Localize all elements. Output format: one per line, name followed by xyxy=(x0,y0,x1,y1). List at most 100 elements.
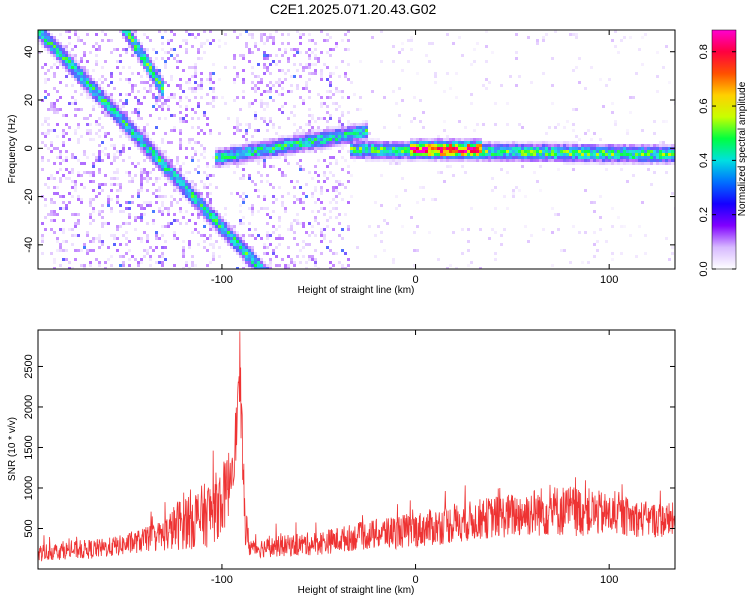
spectrogram-cell xyxy=(455,96,458,99)
spectrogram-cell xyxy=(521,147,524,150)
spectrogram-cell xyxy=(251,249,254,252)
spectrogram-cell xyxy=(377,138,380,141)
spectrogram-cell xyxy=(527,36,530,39)
spectrogram-cell xyxy=(92,210,95,213)
colorbar-ticks: 0.00.20.40.60.8 xyxy=(698,44,736,277)
spectrogram-cell xyxy=(320,132,323,135)
spectrogram-cell xyxy=(302,246,305,249)
spectrogram-cell xyxy=(449,156,452,159)
spectrogram-cell xyxy=(299,138,302,141)
spectrogram-cell xyxy=(248,123,251,126)
spectrogram-cell xyxy=(308,123,311,126)
spectrogram-cell xyxy=(107,39,110,42)
spectrogram-cell xyxy=(386,144,389,147)
spectrogram-cell xyxy=(122,36,125,39)
spectrogram-cell xyxy=(152,60,155,63)
spectrogram-cell xyxy=(263,138,266,141)
spectrogram-cell xyxy=(173,189,176,192)
spectrogram-cell xyxy=(218,225,221,228)
spectrogram-cell xyxy=(323,141,326,144)
spectrogram-cell xyxy=(200,96,203,99)
spectrogram-cell xyxy=(488,237,491,240)
spectrogram-cell xyxy=(110,93,113,96)
spectrogram-cell xyxy=(464,126,467,129)
spectrogram-cell xyxy=(230,240,233,243)
spectrogram-cell xyxy=(68,72,71,75)
spectrogram-cell xyxy=(89,114,92,117)
spectrogram-cell xyxy=(425,150,428,153)
spectrogram-cell xyxy=(119,105,122,108)
spectrogram-cell xyxy=(266,54,269,57)
spectrogram-cell xyxy=(278,93,281,96)
spectrogram-cell xyxy=(215,147,218,150)
spectrogram-cell xyxy=(632,150,635,153)
spectrogram-cell xyxy=(410,159,413,162)
spectrogram-cell xyxy=(146,135,149,138)
spectrogram-cell xyxy=(467,150,470,153)
spectrogram-cell xyxy=(479,267,482,269)
spectrogram-cell xyxy=(107,111,110,114)
spectrogram-cell xyxy=(293,231,296,234)
spectrogram-cell xyxy=(224,228,227,231)
spectrogram-cell xyxy=(56,45,59,48)
spectrogram-cell xyxy=(611,153,614,156)
spectrogram-cell xyxy=(500,159,503,162)
spectrogram-cell xyxy=(542,144,545,147)
spectrogram-cell xyxy=(215,210,218,213)
spectrogram-cell xyxy=(260,147,263,150)
spectrogram-cell xyxy=(440,171,443,174)
spectrogram-cell xyxy=(212,258,215,261)
spectrogram-cell xyxy=(98,213,101,216)
spectrogram-cell xyxy=(77,213,80,216)
spectrogram-cell xyxy=(158,30,161,33)
spectrogram-cell xyxy=(335,162,338,165)
spectrogram-cell xyxy=(578,162,581,165)
spectrogram-cell xyxy=(158,153,161,156)
spectrogram-cell xyxy=(509,156,512,159)
spectrogram-cell xyxy=(359,129,362,132)
spectrogram-cell xyxy=(77,126,80,129)
spectrogram-cell xyxy=(401,42,404,45)
spectrogram-cell xyxy=(71,213,74,216)
spectrogram-cell xyxy=(545,147,548,150)
spectrogram-cell xyxy=(155,189,158,192)
spectrogram-cell xyxy=(359,141,362,144)
spectrogram-cell xyxy=(311,255,314,258)
spectrogram-cell xyxy=(266,36,269,39)
spectrogram-cell xyxy=(194,204,197,207)
spectrogram-cell xyxy=(44,144,47,147)
colorbar-tick-label: 0.4 xyxy=(698,153,710,168)
spectrogram-cell xyxy=(158,177,161,180)
spectrogram-cell xyxy=(623,162,626,165)
spectrogram-cell xyxy=(143,81,146,84)
spectrogram-cell xyxy=(101,225,104,228)
spectrogram-cell xyxy=(395,195,398,198)
spectrogram-cell xyxy=(161,201,164,204)
spectrogram-cell xyxy=(545,156,548,159)
spectrogram-cell xyxy=(455,144,458,147)
spectrogram-cell xyxy=(326,129,329,132)
spectrogram-cell xyxy=(101,189,104,192)
spectrogram-cell xyxy=(407,153,410,156)
spectrogram-cell xyxy=(50,51,53,54)
spectrogram-cell xyxy=(539,189,542,192)
spectrogram-cell xyxy=(161,210,164,213)
spectrogram-cell xyxy=(56,39,59,42)
spectrogram-cell xyxy=(539,159,542,162)
spectrogram-cell xyxy=(260,33,263,36)
spectrogram-cell xyxy=(200,234,203,237)
spectrogram-cell xyxy=(524,153,527,156)
spectrogram-cell xyxy=(161,156,164,159)
spectrogram-cell xyxy=(443,144,446,147)
spectrogram-cell xyxy=(593,255,596,258)
spectrogram-cell xyxy=(464,138,467,141)
spectrogram-cell xyxy=(398,144,401,147)
spectrogram-cell xyxy=(44,216,47,219)
spectrogram-cell xyxy=(164,60,167,63)
spectrogram-cell xyxy=(632,147,635,150)
spectrogram-cell xyxy=(179,165,182,168)
spectrogram-cell xyxy=(203,147,206,150)
spectrogram-cell xyxy=(116,150,119,153)
spectrogram-cell xyxy=(200,57,203,60)
spectrogram-cell xyxy=(119,189,122,192)
